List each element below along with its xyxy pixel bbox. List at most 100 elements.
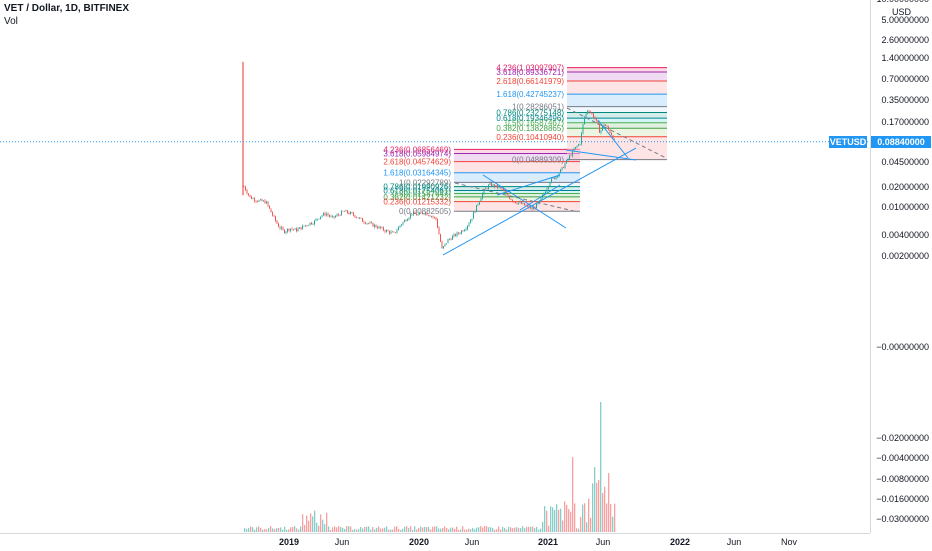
candle-body: [254, 198, 255, 201]
price-chart[interactable]: 4.236(0.06856469)3.618(0.05984974)2.618(…: [0, 0, 870, 533]
fibonacci-layer[interactable]: 4.236(0.06856469)3.618(0.05984974)2.618(…: [383, 64, 667, 217]
volume-bar: [488, 527, 490, 532]
fib-level-label: 0.236(0.10410940): [496, 133, 564, 142]
candle-body: [600, 130, 602, 133]
volume-bar: [324, 524, 326, 532]
price-tick-label: 0.35000000: [881, 95, 929, 106]
volume-bar: [318, 525, 320, 532]
fib-level-label: 0.236(0.01215332): [383, 198, 451, 207]
volume-bar: [436, 526, 438, 532]
candle-body: [413, 212, 414, 215]
volume-bar: [276, 528, 278, 532]
candle-body: [467, 225, 468, 230]
dashed-projection-line[interactable]: [454, 182, 579, 213]
trendline[interactable]: [482, 174, 567, 229]
trendline[interactable]: [496, 174, 561, 196]
fib-level-label: 0.382(0.01421232): [383, 193, 451, 202]
price-tick-label: 0.17000000: [881, 116, 929, 127]
fib-zone: [454, 201, 580, 212]
volume-bar: [298, 529, 300, 532]
fib-extension-left[interactable]: 4.236(0.06856469)3.618(0.05984974)2.618(…: [383, 145, 580, 216]
candle-body: [366, 223, 368, 224]
fib-level-label: 0(0.00882505): [399, 207, 451, 216]
volume-bar: [428, 526, 430, 532]
price-tick-label: 0.01000000: [881, 202, 929, 213]
candle-body: [513, 201, 515, 203]
candle-body: [554, 177, 555, 179]
volume-tick-label: −0.00400000: [876, 453, 929, 463]
volume-bar: [376, 527, 378, 532]
volume-bar: [370, 529, 372, 532]
volume-bar: [544, 506, 546, 532]
candle-body: [609, 129, 611, 134]
candle-body: [452, 236, 453, 240]
candle-body: [318, 218, 320, 220]
volume-bar: [274, 529, 276, 532]
volume-bar: [446, 528, 448, 532]
volume-bar: [486, 526, 488, 532]
candle-body: [470, 220, 471, 224]
candle-body: [303, 225, 305, 227]
volume-bar: [434, 526, 436, 532]
volume-bar: [548, 525, 550, 532]
chart-pane[interactable]: 4.236(0.06856469) 3.618(0.05984974) 2.618(…: [0, 0, 870, 533]
volume-bar: [348, 526, 350, 532]
volume-bar: [454, 528, 456, 532]
fib-level-label: 0(0.04889309): [512, 156, 564, 165]
candle-body: [449, 238, 450, 240]
volume-bar: [478, 527, 480, 532]
volume-bar: [450, 527, 452, 532]
candle-body: [546, 188, 548, 192]
candle-body: [552, 177, 554, 179]
volume-bar: [514, 527, 516, 532]
price-tick-label: 1.40000000: [881, 53, 929, 64]
fib-level-label: 2.618(0.04574629): [383, 158, 451, 167]
trendline[interactable]: [519, 184, 561, 211]
candle-body: [249, 194, 251, 197]
price-tick-label: 0.04500000: [881, 157, 929, 168]
support-trendline[interactable]: [442, 147, 637, 256]
fib-extension-right[interactable]: 4.236(1.03097907)3.618(0.89336721)2.618(…: [496, 64, 667, 165]
trendline-layer[interactable]: [442, 107, 667, 256]
volume-bar: [312, 516, 314, 532]
volume-bar: [282, 529, 284, 532]
trendline[interactable]: [597, 119, 629, 159]
volume-bar: [576, 528, 578, 532]
candle-body: [587, 111, 588, 114]
dashed-projection-line[interactable]: [566, 107, 667, 159]
candle-body: [560, 169, 561, 174]
volume-bar: [604, 486, 606, 532]
candle-body: [471, 218, 473, 221]
candle-body: [308, 225, 309, 226]
candle-body: [605, 124, 606, 126]
time-tick-label: 2019: [278, 537, 300, 547]
volume-bar: [278, 527, 280, 532]
volume-bar: [338, 526, 340, 532]
price-axis[interactable]: USD 0.08840000 10.00000000 5.00000000 2.60…: [870, 0, 932, 533]
candle-body: [371, 222, 372, 224]
candle-body: [296, 228, 297, 232]
volume-bar: [302, 514, 304, 532]
volume-bar: [496, 529, 498, 532]
volume-bar: [452, 527, 454, 532]
volume-bar: [468, 528, 470, 532]
fib-zone: [567, 122, 667, 129]
volume-bar: [420, 526, 422, 532]
symbol-badge: VETUSD: [829, 135, 867, 148]
candle-body: [258, 200, 260, 202]
candle-body: [416, 213, 417, 216]
candle-body: [561, 167, 563, 170]
candle-body: [530, 207, 531, 209]
candle-body: [263, 200, 264, 202]
candle-body: [288, 228, 290, 231]
trendline[interactable]: [565, 149, 637, 161]
candle-body: [425, 212, 426, 215]
volume-bar: [580, 516, 582, 532]
candle-body: [495, 184, 497, 187]
volume-bar: [538, 529, 540, 532]
candle-body: [273, 215, 275, 217]
volume-bar: [480, 526, 482, 532]
time-axis[interactable]: 2019 Jun 2020 Jun 2021 Jun 2022 Jun Nov: [0, 533, 870, 551]
volume-bar: [558, 509, 560, 532]
candle-body: [281, 227, 282, 229]
